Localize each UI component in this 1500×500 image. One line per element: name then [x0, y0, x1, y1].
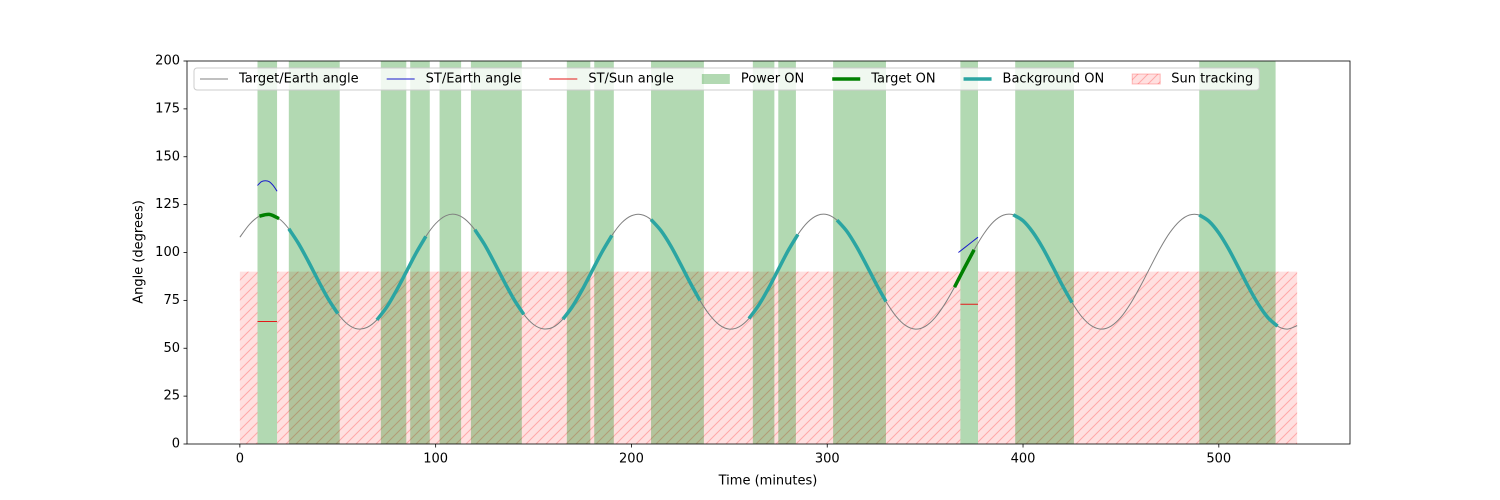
power-on-span: [410, 61, 430, 444]
legend-frame: [193, 67, 1260, 91]
y-tick-label: 125: [155, 197, 180, 212]
legend-label: ST/Earth angle: [426, 72, 522, 87]
power-on-span: [470, 61, 522, 444]
series-line: [257, 180, 278, 192]
sun-tracking-span: [977, 271, 1298, 444]
power-on-span: [380, 61, 407, 444]
y-tick-label: 150: [155, 149, 180, 164]
sun-tracking-hatch: [239, 271, 258, 444]
series-line: [952, 248, 976, 288]
y-tick-label: 100: [155, 245, 180, 260]
legend-swatch: [701, 74, 730, 84]
power-on-span: [594, 61, 614, 444]
series-line: [1198, 213, 1279, 328]
legend: Target/Earth angle ST/Earth angle ST/Sun a…: [193, 67, 1260, 91]
x-tick-label: 300: [815, 452, 840, 467]
plot-area: [239, 61, 1298, 444]
series-line: [287, 227, 340, 315]
y-tick-label: 50: [163, 341, 180, 356]
x-tick-label: 500: [1206, 452, 1231, 467]
series-line: [1012, 213, 1074, 304]
series-line: [958, 236, 979, 253]
x-tick-label: 100: [423, 452, 448, 467]
x-axis-label: Time (minutes): [718, 474, 818, 489]
series-line: [835, 218, 888, 303]
y-tick-label: 200: [155, 54, 180, 69]
series-line: [747, 233, 800, 320]
legend-label: Background ON: [1003, 72, 1105, 87]
power-on-span: [566, 61, 591, 444]
series-line: [375, 235, 428, 321]
series-line: [561, 234, 614, 321]
sun-tracking-hatch: [977, 271, 1298, 444]
power-on-span: [960, 61, 978, 444]
sun-tracking-span: [239, 271, 258, 444]
y-tick-label: 175: [155, 101, 180, 116]
legend-swatch-hatch: [1132, 74, 1161, 84]
power-on-span: [1199, 61, 1276, 444]
power-on-span: [257, 61, 278, 444]
legend-label: ST/Sun angle: [588, 72, 674, 87]
power-on-span: [288, 61, 340, 444]
power-on-span: [752, 61, 775, 444]
x-tick-label: 400: [1011, 452, 1036, 467]
y-tick-label: 75: [163, 293, 180, 308]
series-line: [473, 228, 526, 316]
x-tick-label: 200: [619, 452, 644, 467]
legend-label: Target ON: [870, 72, 935, 87]
y-tick-label: 0: [172, 437, 180, 452]
y-tick-label: 25: [163, 389, 180, 404]
series-line: [259, 212, 280, 221]
legend-label: Power ON: [741, 72, 804, 87]
x-tick-label: 0: [236, 452, 244, 467]
y-axis-label: Angle (degrees): [132, 200, 147, 304]
power-on-span: [651, 61, 704, 444]
legend-label: Target/Earth angle: [238, 72, 359, 87]
power-on-span: [439, 61, 462, 444]
legend-label: Sun tracking: [1171, 72, 1253, 87]
series-line: [649, 218, 702, 302]
